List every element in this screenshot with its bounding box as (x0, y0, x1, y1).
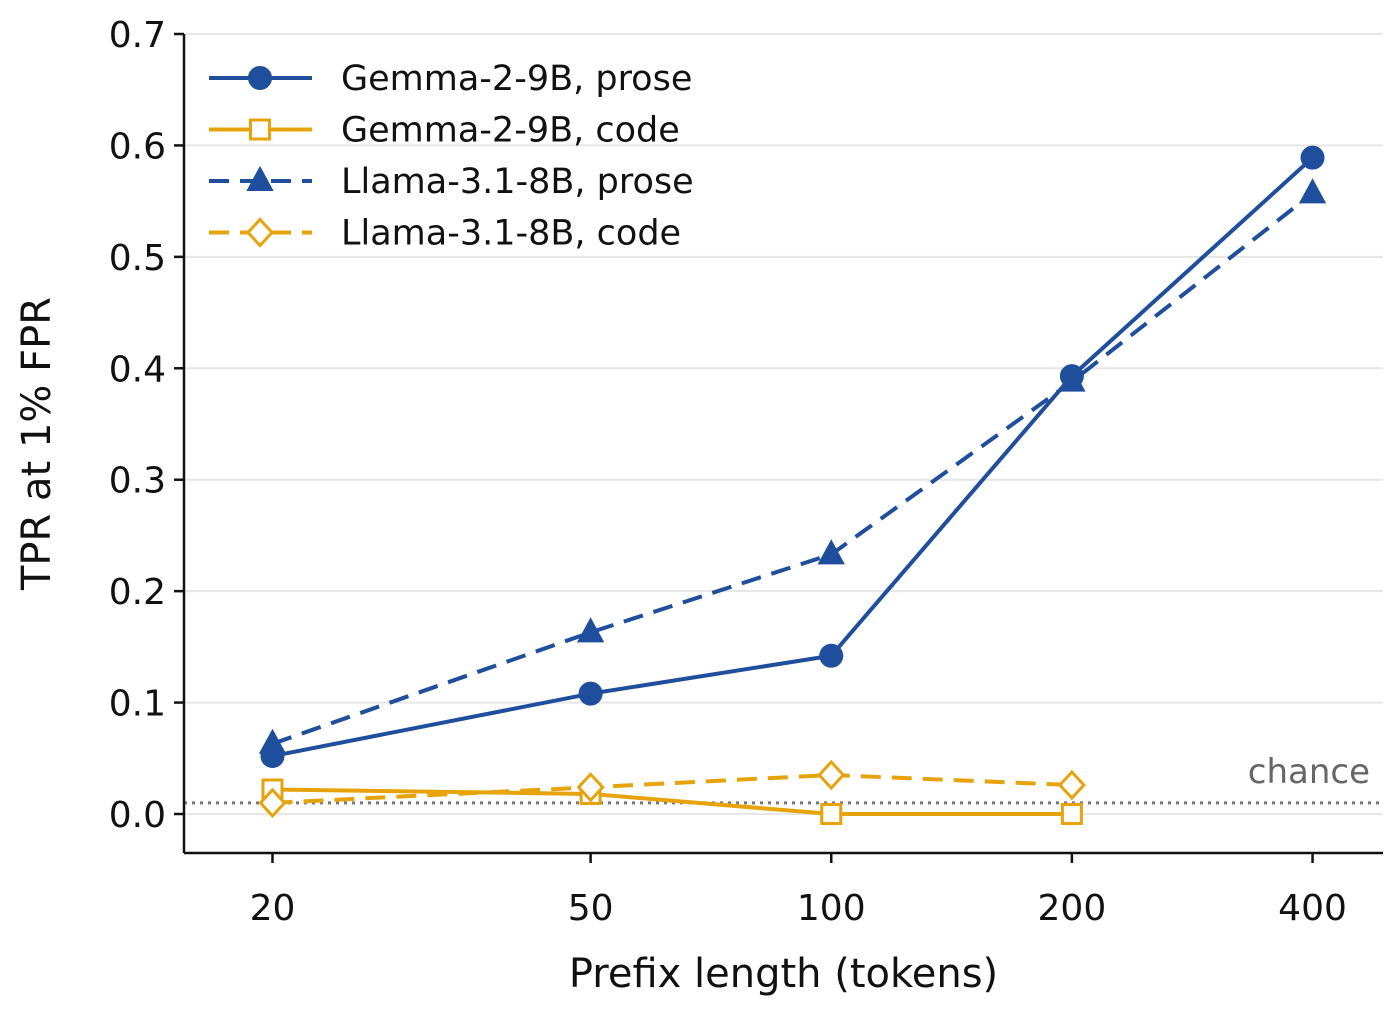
legend-label: Llama-3.1-8B, code (341, 214, 681, 254)
data-point (1060, 803, 1083, 825)
legend: Gemma-2-9B, prose Gemma-2-9B, code Llama-3… (209, 59, 694, 254)
data-point (576, 772, 605, 803)
y-tick-label: 0.7 (109, 15, 166, 56)
x-tick-label: 20 (250, 888, 296, 929)
series-0 (260, 145, 1325, 769)
x-tick-label: 50 (568, 888, 614, 929)
data-point (1300, 145, 1325, 170)
data-point (817, 759, 846, 791)
legend-marker (249, 118, 271, 141)
data-point (1057, 769, 1086, 801)
data-point (258, 787, 287, 819)
data-point (819, 643, 844, 668)
data-point (1298, 178, 1327, 204)
data-point (258, 728, 287, 754)
series-line (272, 773, 1072, 805)
x-axis-title: Prefix length (tokens) (569, 951, 998, 997)
series-line (272, 787, 1072, 816)
chance-label: chance (1248, 752, 1370, 792)
series-layer (258, 145, 1327, 825)
legend-label: Gemma-2-9B, code (341, 111, 680, 151)
x-tick-label: 200 (1038, 888, 1107, 929)
y-tick-label: 0.0 (109, 795, 166, 836)
y-axis-title: TPR at 1% FPR (14, 297, 60, 591)
y-tick-label: 0.2 (109, 572, 166, 613)
legend-marker (246, 165, 274, 191)
y-tick-label: 0.5 (109, 238, 166, 279)
legend-marker (248, 66, 272, 90)
x-tick-label: 100 (797, 888, 866, 929)
series-3 (258, 759, 1086, 819)
gridlines (184, 33, 1383, 815)
x-tick-label: 400 (1278, 888, 1347, 929)
data-point (1058, 366, 1086, 392)
y-tick-label: 0.1 (109, 684, 166, 725)
data-point (820, 803, 843, 825)
legend-label: Gemma-2-9B, prose (341, 59, 692, 99)
y-tick-label: 0.4 (109, 349, 166, 390)
series-2 (258, 178, 1327, 754)
data-point (576, 617, 605, 643)
y-tick-label: 0.3 (109, 461, 166, 502)
axes: 0.0 0.1 0.2 0.3 0.4 0.5 0.6 0.7 20 50 100 200 400 (109, 15, 1383, 929)
data-point (817, 539, 845, 565)
legend-label: Llama-3.1-8B, prose (341, 162, 694, 202)
data-point (578, 681, 603, 706)
y-tick-label: 0.6 (109, 126, 166, 167)
legend-marker (245, 217, 275, 248)
